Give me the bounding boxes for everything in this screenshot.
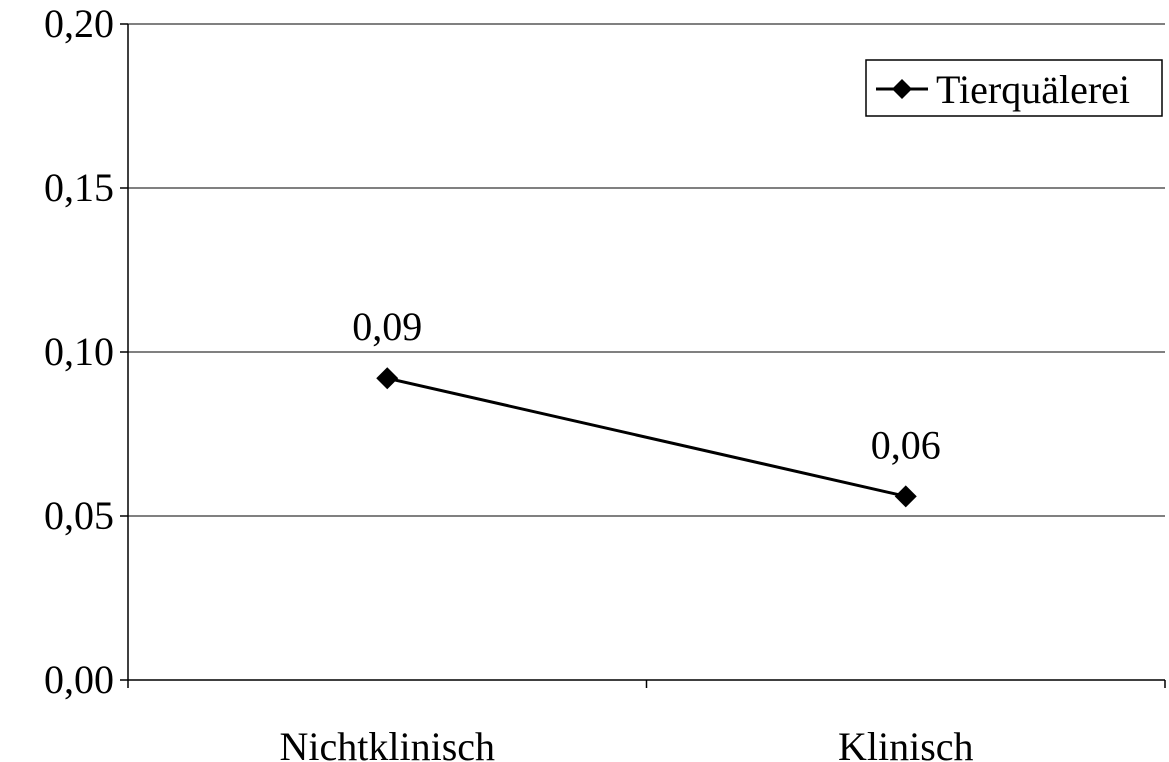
data-label: 0,09: [352, 304, 422, 349]
y-tick-label: 0,15: [44, 165, 114, 210]
data-point-marker: [376, 367, 399, 390]
legend: Tierquälerei: [865, 59, 1163, 117]
y-tick-label: 0,20: [44, 1, 114, 46]
legend-label: Tierquälerei: [936, 67, 1130, 112]
x-tick-label: Nichtklinisch: [279, 724, 495, 762]
series-line: [386, 376, 907, 498]
y-tick-label: 0,05: [44, 493, 114, 538]
data-point-marker: [894, 485, 917, 508]
gridlines: [128, 23, 1165, 517]
x-axis-ticks: Nichtklinisch Klinisch: [127, 680, 1166, 762]
series-layer: 0,09 0,06: [352, 304, 941, 508]
y-axis-ticks: 0,00 0,05 0,10 0,15 0,20: [44, 1, 128, 702]
data-label: 0,06: [871, 422, 941, 467]
legend-diamond-marker: [892, 79, 912, 99]
x-tick-label: Klinisch: [838, 724, 974, 762]
y-tick-label: 0,00: [44, 657, 114, 702]
y-tick-label: 0,10: [44, 329, 114, 374]
